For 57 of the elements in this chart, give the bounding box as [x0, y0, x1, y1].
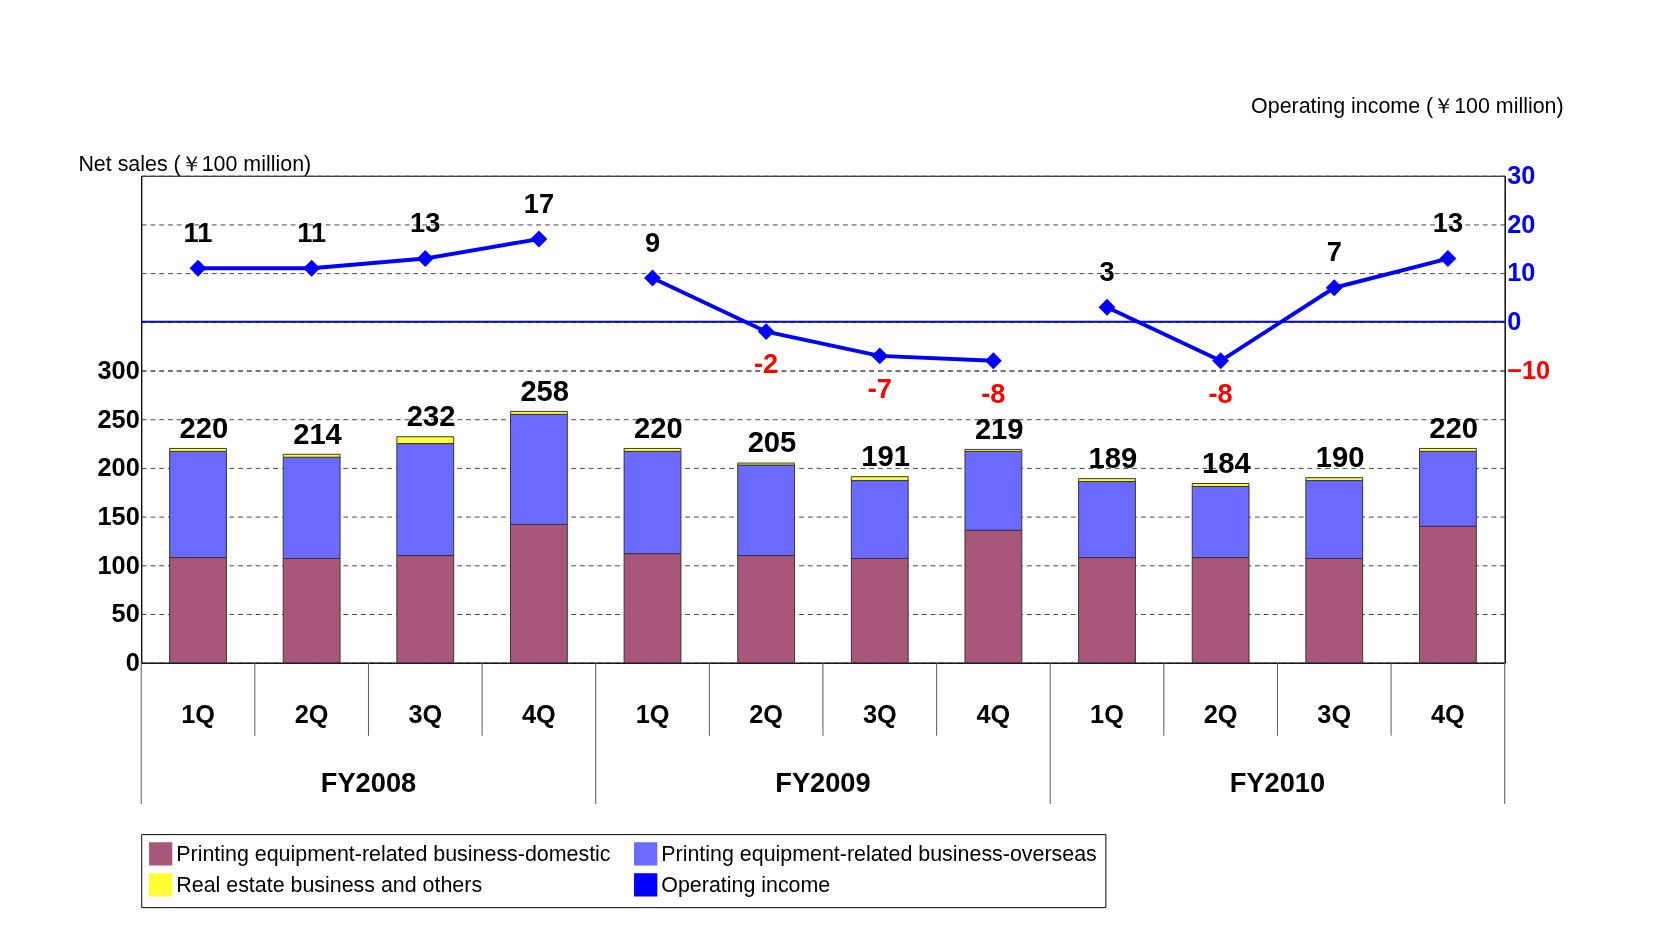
x-tick-label: 2Q [294, 699, 329, 728]
total-label: 214 [293, 417, 343, 450]
total-label: 205 [747, 426, 797, 459]
text: FY2009 [775, 767, 871, 799]
y-tick-label: 200 [97, 453, 140, 482]
x-tick-label: 1Q [635, 699, 670, 728]
y-tick-label: 150 [97, 501, 140, 530]
total-label: 219 [974, 412, 1024, 445]
data-label: 17 [523, 187, 555, 219]
data-label: -2 [754, 348, 779, 380]
total-label: 190 [1315, 440, 1365, 473]
x-tick-label: 2Q [749, 699, 784, 728]
x-tick-label: 3Q [408, 699, 443, 728]
x-tick-label: 2Q [1203, 699, 1238, 728]
legend-label: Printing equipment-related business-domestic [176, 841, 611, 866]
data-label: 3 [1099, 255, 1115, 287]
data-label: 13 [1432, 207, 1464, 239]
y2-tick-label: 20 [1507, 209, 1536, 238]
total-label: 220 [179, 411, 229, 444]
x-tick-label: 4Q [1430, 699, 1465, 728]
total-label: 220 [1429, 411, 1479, 444]
x-tick-label: 4Q [522, 699, 556, 728]
y-tick-label: 100 [97, 550, 140, 579]
legend-label: Printing equipment-related business-overseas [661, 841, 1097, 866]
y2-tick-label: 30 [1507, 161, 1536, 190]
legend-label: Operating income [661, 872, 831, 897]
y-tick-label: 50 [111, 599, 140, 628]
data-label: 13 [410, 207, 441, 239]
total-label: 232 [406, 400, 456, 433]
y-axis-title: Net sales (￥100 million) [78, 152, 312, 177]
total-label: 220 [634, 411, 683, 444]
y-tick-label: 300 [97, 355, 140, 384]
data-label: 11 [297, 216, 327, 248]
y-tick-label: 250 [97, 404, 140, 433]
data-label: 11 [183, 216, 213, 248]
x-tick-label: 3Q [862, 699, 897, 728]
total-label: 258 [520, 374, 570, 407]
data-label: 9 [644, 226, 661, 258]
x-tick-label: 1Q [1090, 699, 1124, 728]
data-label: 7 [1326, 236, 1342, 268]
y2-axis-title: Operating income (￥100 million) [1251, 93, 1564, 118]
legend-label: Real estate business and others [176, 872, 483, 897]
x-tick-label: 4Q [976, 699, 1011, 728]
text: FY2010 [1229, 767, 1326, 799]
total-label: 189 [1088, 441, 1138, 474]
y-tick-label: 0 [125, 647, 140, 676]
x-tick-label: 1Q [181, 699, 215, 728]
x-tick-label: 3Q [1317, 699, 1352, 728]
data-label: -8 [981, 377, 1006, 409]
y2-tick-label: 10 [1507, 258, 1536, 287]
total-label: 184 [1202, 446, 1252, 479]
data-label: -7 [867, 372, 892, 404]
text: FY2008 [320, 767, 417, 799]
data-label: -8 [1208, 377, 1233, 409]
y2-tick-label: −10 [1507, 355, 1551, 384]
total-label: 191 [861, 439, 910, 472]
y2-tick-label: 0 [1507, 307, 1522, 336]
